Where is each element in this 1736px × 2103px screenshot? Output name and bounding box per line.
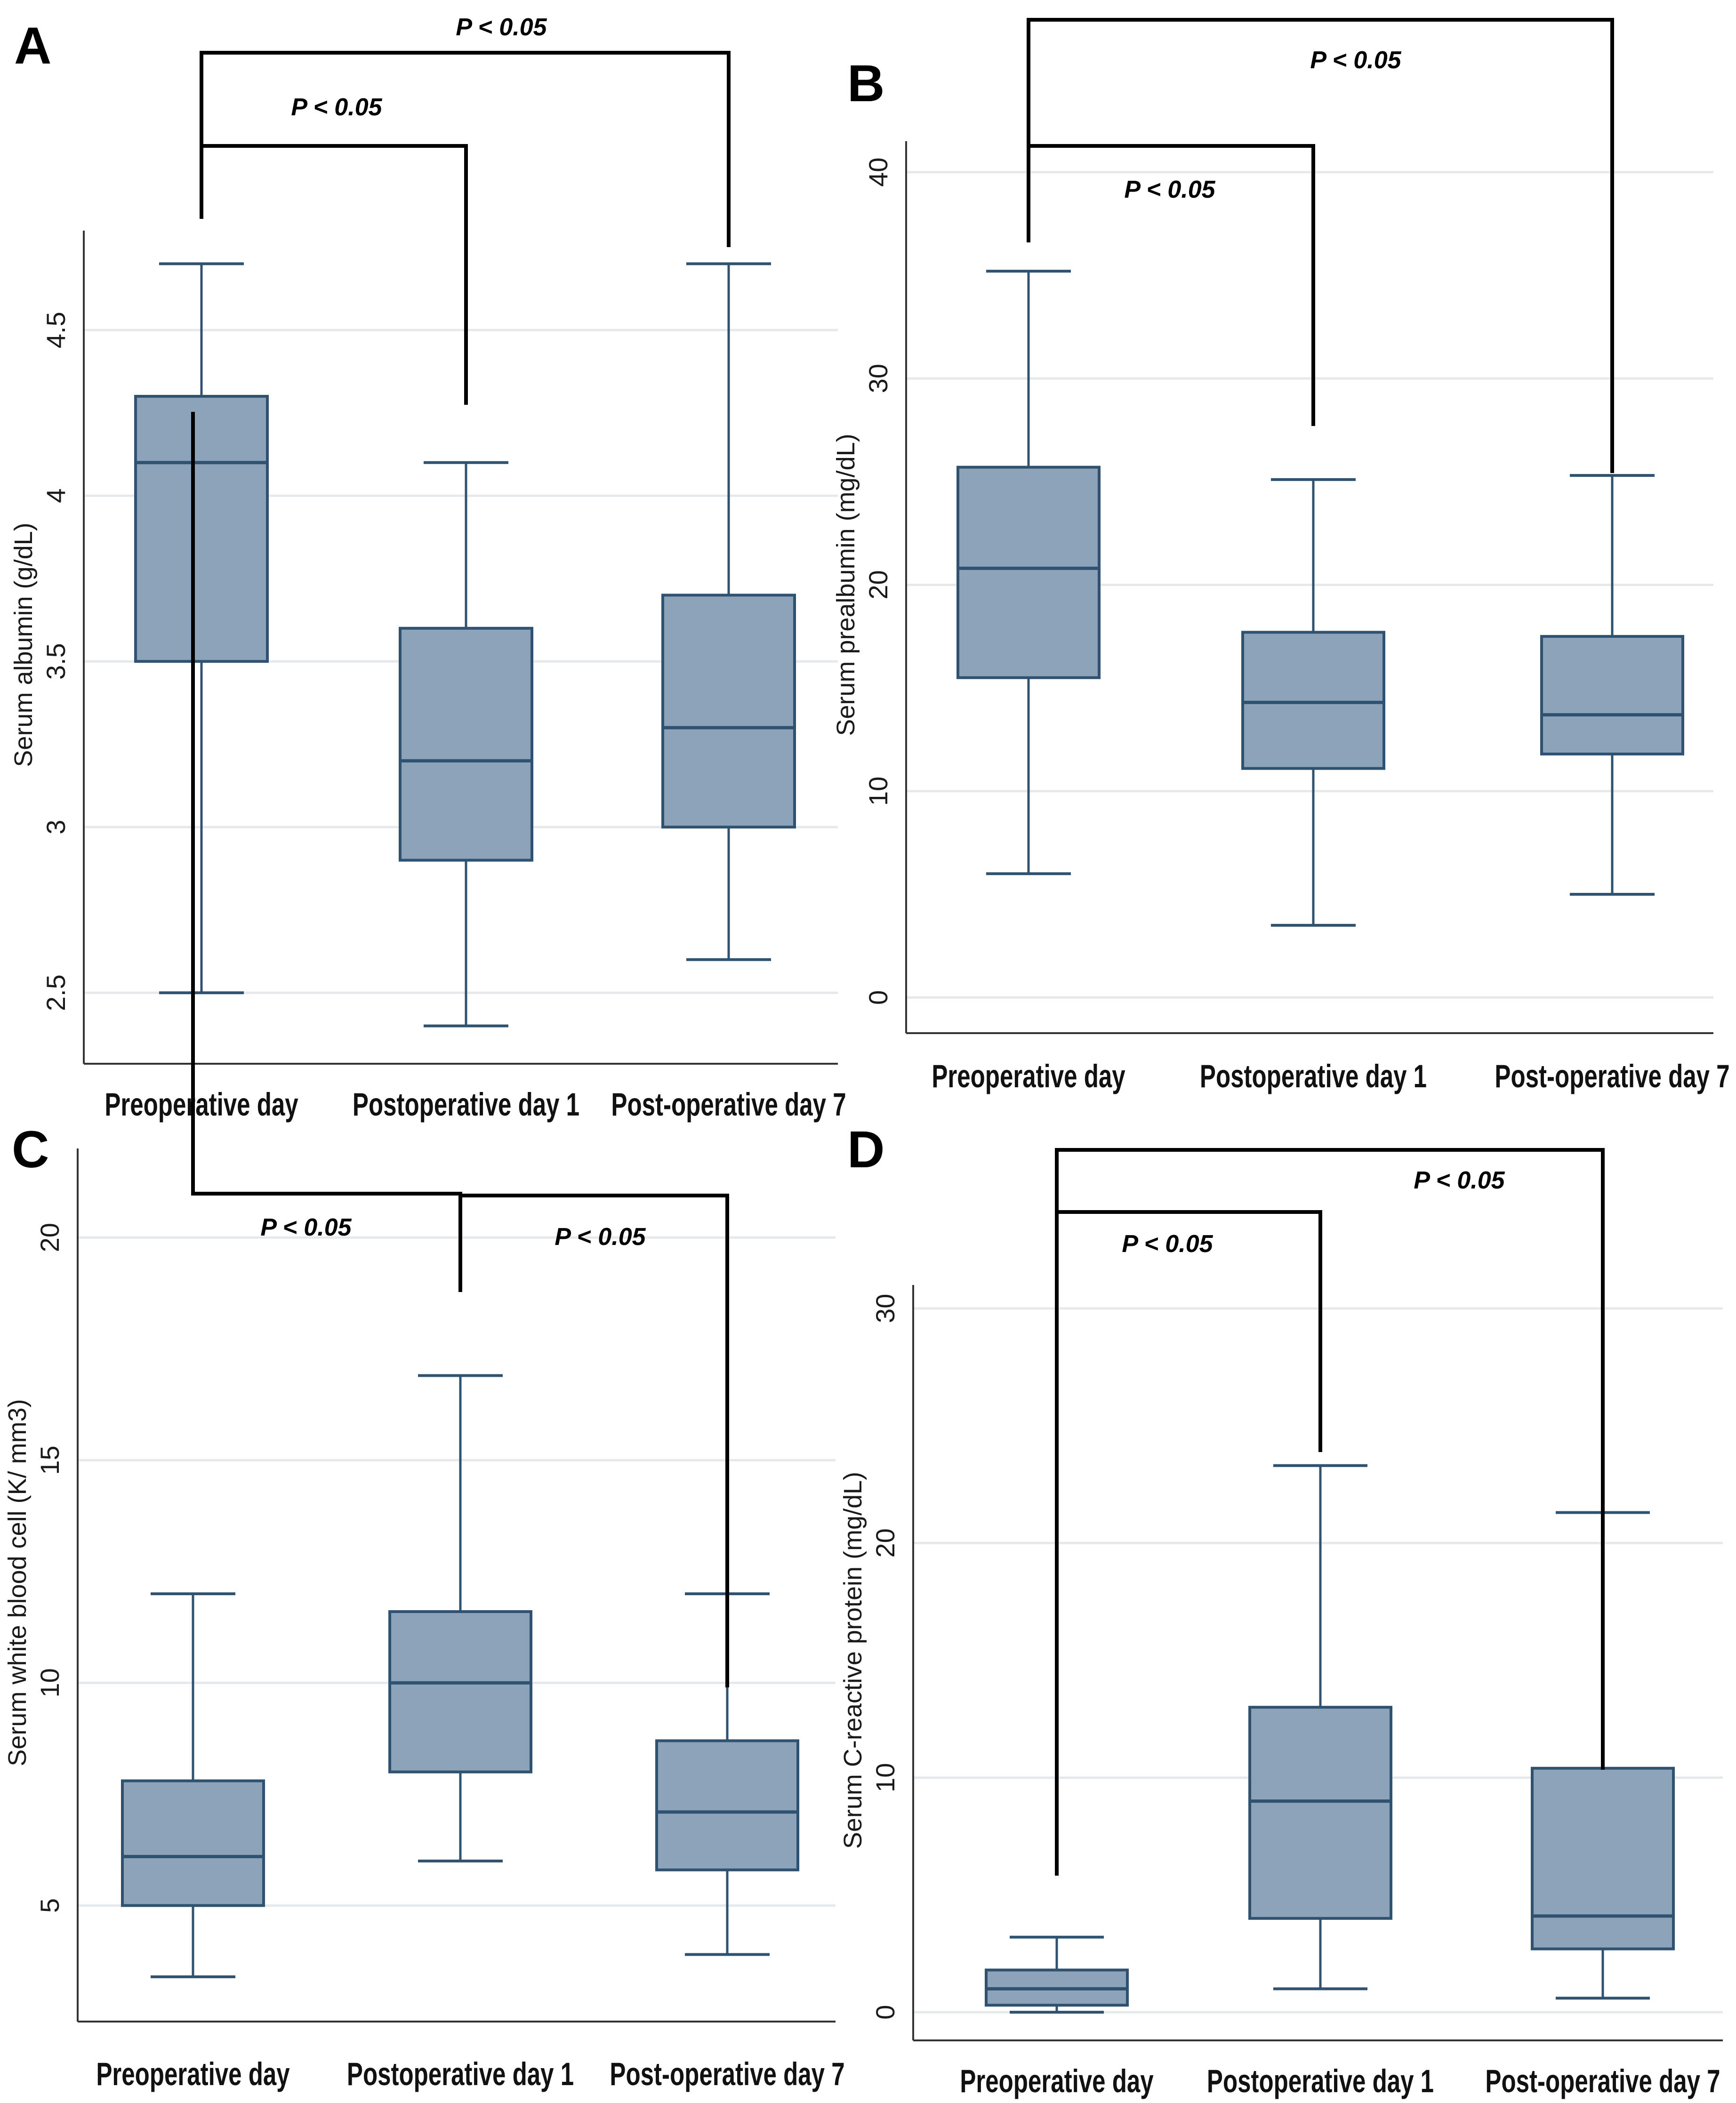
panel-b-y-tick-label: 20 [863, 570, 893, 599]
panel-a-y-axis-label: Serum albumin (g/dL) [9, 522, 38, 767]
panel-c-y-tick-label: 15 [35, 1445, 64, 1475]
panel-d-y-axis-label: Serum C-reactive protein (mg/dL) [839, 1472, 867, 1849]
panel-d-box [1531, 1766, 1675, 1950]
panel-c-x-category-label: Post-operative day 7 [610, 2056, 844, 2092]
panel-a-x-category-label: Postoperative day 1 [353, 1086, 579, 1123]
panel-d-box [1248, 1706, 1392, 1920]
panel-a-significance-bracket [200, 144, 468, 405]
panel-d-y-tick-label: 20 [870, 1528, 900, 1557]
panel-b-y-axis-label: Serum prealbumin (mg/dL) [832, 433, 860, 736]
panel-a-x-category-label: Preoperative day [104, 1086, 298, 1123]
panel-c-box [655, 1739, 799, 1871]
panel-b-box [956, 466, 1101, 679]
panel-d-letter: D [847, 1121, 884, 1179]
panel-d-y-tick-label: 30 [870, 1294, 900, 1323]
panel-b-box [1241, 631, 1385, 770]
panel-a-significance-label: P < 0.05 [291, 94, 382, 121]
panel-d-significance-bracket [1055, 1148, 1605, 1876]
panel-b-letter: B [847, 55, 884, 112]
panel-d-significance-label: P < 0.05 [1414, 1167, 1505, 1194]
panel-c-letter: C [12, 1121, 49, 1179]
panel-c-significance-label: P < 0.05 [260, 1214, 352, 1241]
panel-a-significance-label: P < 0.05 [456, 14, 547, 41]
panel-b-y-tick-label: 10 [863, 777, 893, 806]
panel-c-significance-label: P < 0.05 [555, 1223, 646, 1251]
panel-a-letter: A [14, 17, 51, 75]
panel-b-y-tick-label: 40 [863, 158, 893, 187]
panel-a-y-tick-label: 3 [41, 820, 71, 835]
panel-a-x-category-label: Post-operative day 7 [611, 1086, 846, 1123]
panel-a-box [661, 594, 796, 829]
panel-a-significance-bracket [200, 51, 731, 247]
panel-d-x-category-label: Preoperative day [960, 2063, 1154, 2099]
panel-a-y-tick-label: 2.5 [41, 974, 71, 1011]
panel-b-significance-bracket [1027, 18, 1614, 473]
panel-d-x-category-label: Post-operative day 7 [1485, 2063, 1720, 2099]
panel-b-x-category-label: Post-operative day 7 [1495, 1058, 1729, 1094]
panel-b-x-category-label: Preoperative day [932, 1058, 1125, 1094]
panel-a-y-tick-label: 3.5 [41, 643, 71, 680]
panel-c-box [121, 1779, 265, 1907]
panel-d-x-category-label: Postoperative day 1 [1207, 2063, 1434, 2099]
panel-c-x-category-label: Postoperative day 1 [347, 2056, 574, 2092]
panel-b-y-tick-label: 0 [863, 990, 893, 1005]
panel-b-y-tick-label: 30 [863, 364, 893, 393]
panel-b-x-category-label: Postoperative day 1 [1200, 1058, 1427, 1094]
panel-c-significance-bracket [458, 1194, 729, 1687]
panel-c-x-category-label: Preoperative day [96, 2056, 290, 2092]
panel-a-box [134, 395, 269, 663]
panel-b-significance-label: P < 0.05 [1124, 176, 1215, 203]
panel-c-y-tick-label: 10 [35, 1668, 64, 1697]
panel-a-box [399, 626, 533, 862]
panel-d-significance-bracket [1055, 1210, 1322, 1527]
panel-d-y-tick-label: 0 [870, 2005, 900, 2020]
panel-c-y-tick-label: 5 [35, 1898, 64, 1913]
panel-b-box [1540, 635, 1684, 755]
panel-d-significance-label: P < 0.05 [1122, 1230, 1213, 1258]
panel-d-y-tick-label: 10 [870, 1763, 900, 1792]
panel-c-y-tick-label: 20 [35, 1223, 64, 1252]
panel-b-significance-label: P < 0.05 [1310, 47, 1401, 74]
panel-a-y-tick-label: 4.5 [41, 312, 71, 348]
panel-c-box [388, 1610, 532, 1774]
panel-c-y-axis-label: Serum white blood cell (K/ mm3) [3, 1399, 32, 1766]
panel-a-y-tick-label: 4 [41, 489, 71, 503]
